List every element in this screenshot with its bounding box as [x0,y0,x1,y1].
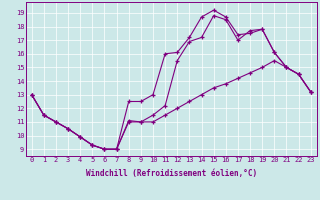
X-axis label: Windchill (Refroidissement éolien,°C): Windchill (Refroidissement éolien,°C) [86,169,257,178]
